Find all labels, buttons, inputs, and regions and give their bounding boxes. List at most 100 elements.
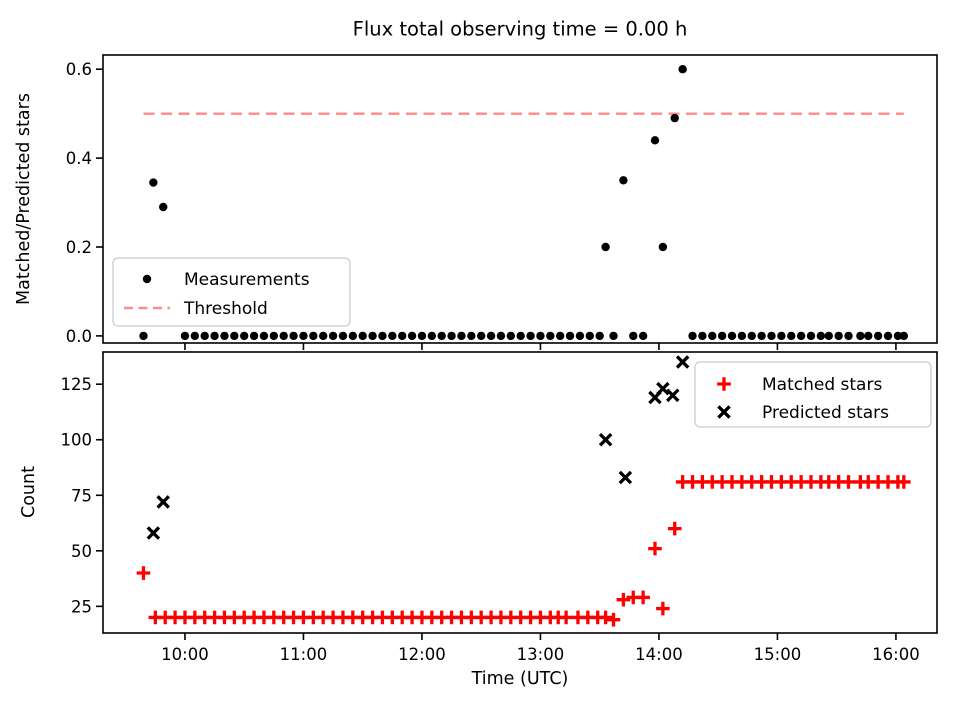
- measurements-point: [747, 331, 756, 341]
- predicted-stars-point: [665, 388, 680, 403]
- ratio-y-tick-label: 0.6: [66, 60, 92, 79]
- count-legend-label: Predicted stars: [762, 403, 889, 423]
- measurements-point: [220, 331, 229, 341]
- x-tick-label: 16:00: [872, 645, 920, 664]
- measurements-point: [856, 331, 865, 341]
- x-tick-label: 13:00: [517, 645, 565, 664]
- predicted-stars-point: [675, 355, 690, 369]
- matched-stars-point: [648, 541, 662, 556]
- measurements-point: [388, 331, 397, 341]
- measurements-point: [670, 113, 679, 123]
- measurements-point: [609, 331, 618, 341]
- ratio-legend-box: [112, 257, 351, 327]
- measurements-point: [595, 331, 604, 341]
- count-y-tick-label: 50: [71, 542, 92, 561]
- measurements-point: [757, 331, 766, 341]
- measurements-point: [619, 176, 628, 185]
- ratio-legend: Measurements Threshold: [112, 257, 351, 327]
- measurements-point: [496, 331, 506, 341]
- measurements-point: [397, 331, 407, 341]
- measurements-point: [516, 331, 525, 341]
- measurements-point: [717, 331, 727, 341]
- x-tick-label: 11:00: [280, 645, 328, 664]
- measurements-point: [834, 331, 843, 341]
- measurements-point: [309, 331, 318, 341]
- measurements-point: [249, 331, 259, 341]
- ratio-y-tick-label: 0.2: [66, 238, 92, 257]
- measurements-point: [824, 331, 833, 341]
- measurements-point: [601, 242, 610, 252]
- matched-stars-point: [841, 475, 856, 489]
- matched-stars-point: [897, 475, 911, 489]
- measurements-point: [358, 331, 367, 341]
- measurements-point: [658, 242, 668, 252]
- measurements-point: [737, 331, 747, 341]
- measurements-point: [230, 331, 239, 341]
- count-series-matched-stars: [136, 475, 911, 627]
- measurements-point: [899, 331, 909, 341]
- measurements-point: [650, 136, 660, 145]
- measurements-point: [240, 331, 249, 341]
- measurements-point: [289, 331, 298, 341]
- measurements-point: [139, 331, 148, 341]
- measurements-point: [200, 331, 209, 341]
- measurements-point: [149, 178, 158, 187]
- measurements-point: [506, 331, 516, 341]
- predicted-stars-point: [656, 381, 670, 396]
- measurements-point: [476, 331, 486, 341]
- measurements-point: [555, 331, 565, 341]
- measurements-point: [767, 331, 776, 341]
- measurements-point: [159, 202, 168, 212]
- measurements-point: [629, 331, 638, 341]
- measurements-point: [447, 331, 456, 341]
- matched-stars-point: [667, 521, 682, 536]
- ratio-series-measurements: [139, 65, 909, 341]
- matched-stars-point: [136, 566, 151, 580]
- x-tick-label: 10:00: [161, 645, 209, 664]
- measurements-point: [873, 331, 883, 341]
- measurements-point: [180, 331, 190, 341]
- measurements-point: [269, 331, 279, 341]
- measurements-point: [338, 331, 348, 341]
- measurements-point: [328, 331, 338, 341]
- x-legend-marker-icon: [717, 405, 731, 419]
- ratio-y-tick-label: 0.4: [66, 149, 92, 168]
- measurements-point: [708, 331, 717, 341]
- measurements-point: [864, 331, 873, 341]
- count-legend: Matched stars Predicted stars: [694, 361, 932, 428]
- matched-stars-point: [616, 592, 631, 607]
- matched-stars-point: [598, 610, 613, 625]
- chart-title: Flux total observing time = 0.00 h: [352, 17, 688, 41]
- measurements-point: [565, 331, 575, 341]
- matched-stars-point: [656, 601, 670, 616]
- measurements-point: [437, 331, 446, 341]
- measurements-point: [190, 331, 200, 341]
- measurements-point: [457, 331, 466, 341]
- count-y-tick-label: 25: [71, 597, 92, 616]
- measurements-point: [427, 331, 437, 341]
- measurements-point: [378, 331, 387, 341]
- measurements-point: [526, 331, 535, 341]
- measurements-point: [893, 331, 903, 341]
- count-axes-frame: [102, 351, 938, 634]
- measurements-point: [727, 331, 737, 341]
- measurements-point: [678, 65, 687, 74]
- measurements-point: [688, 331, 697, 341]
- measurements-point: [259, 331, 269, 341]
- count-legend-box: [694, 361, 932, 428]
- measurements-point: [417, 331, 427, 341]
- measurements-point: [319, 331, 328, 341]
- predicted-stars-point: [146, 526, 161, 540]
- measurements-point: [585, 331, 595, 341]
- predicted-stars-point: [618, 470, 633, 485]
- measurements-point: [299, 331, 308, 341]
- count-legend-label: Matched stars: [762, 375, 882, 395]
- measurements-point: [368, 331, 377, 341]
- measurements-point: [796, 331, 806, 341]
- measurements-point: [816, 331, 826, 341]
- measurements-point: [546, 331, 555, 341]
- measurements-point: [279, 331, 288, 341]
- dot-legend-marker-icon: [142, 274, 152, 284]
